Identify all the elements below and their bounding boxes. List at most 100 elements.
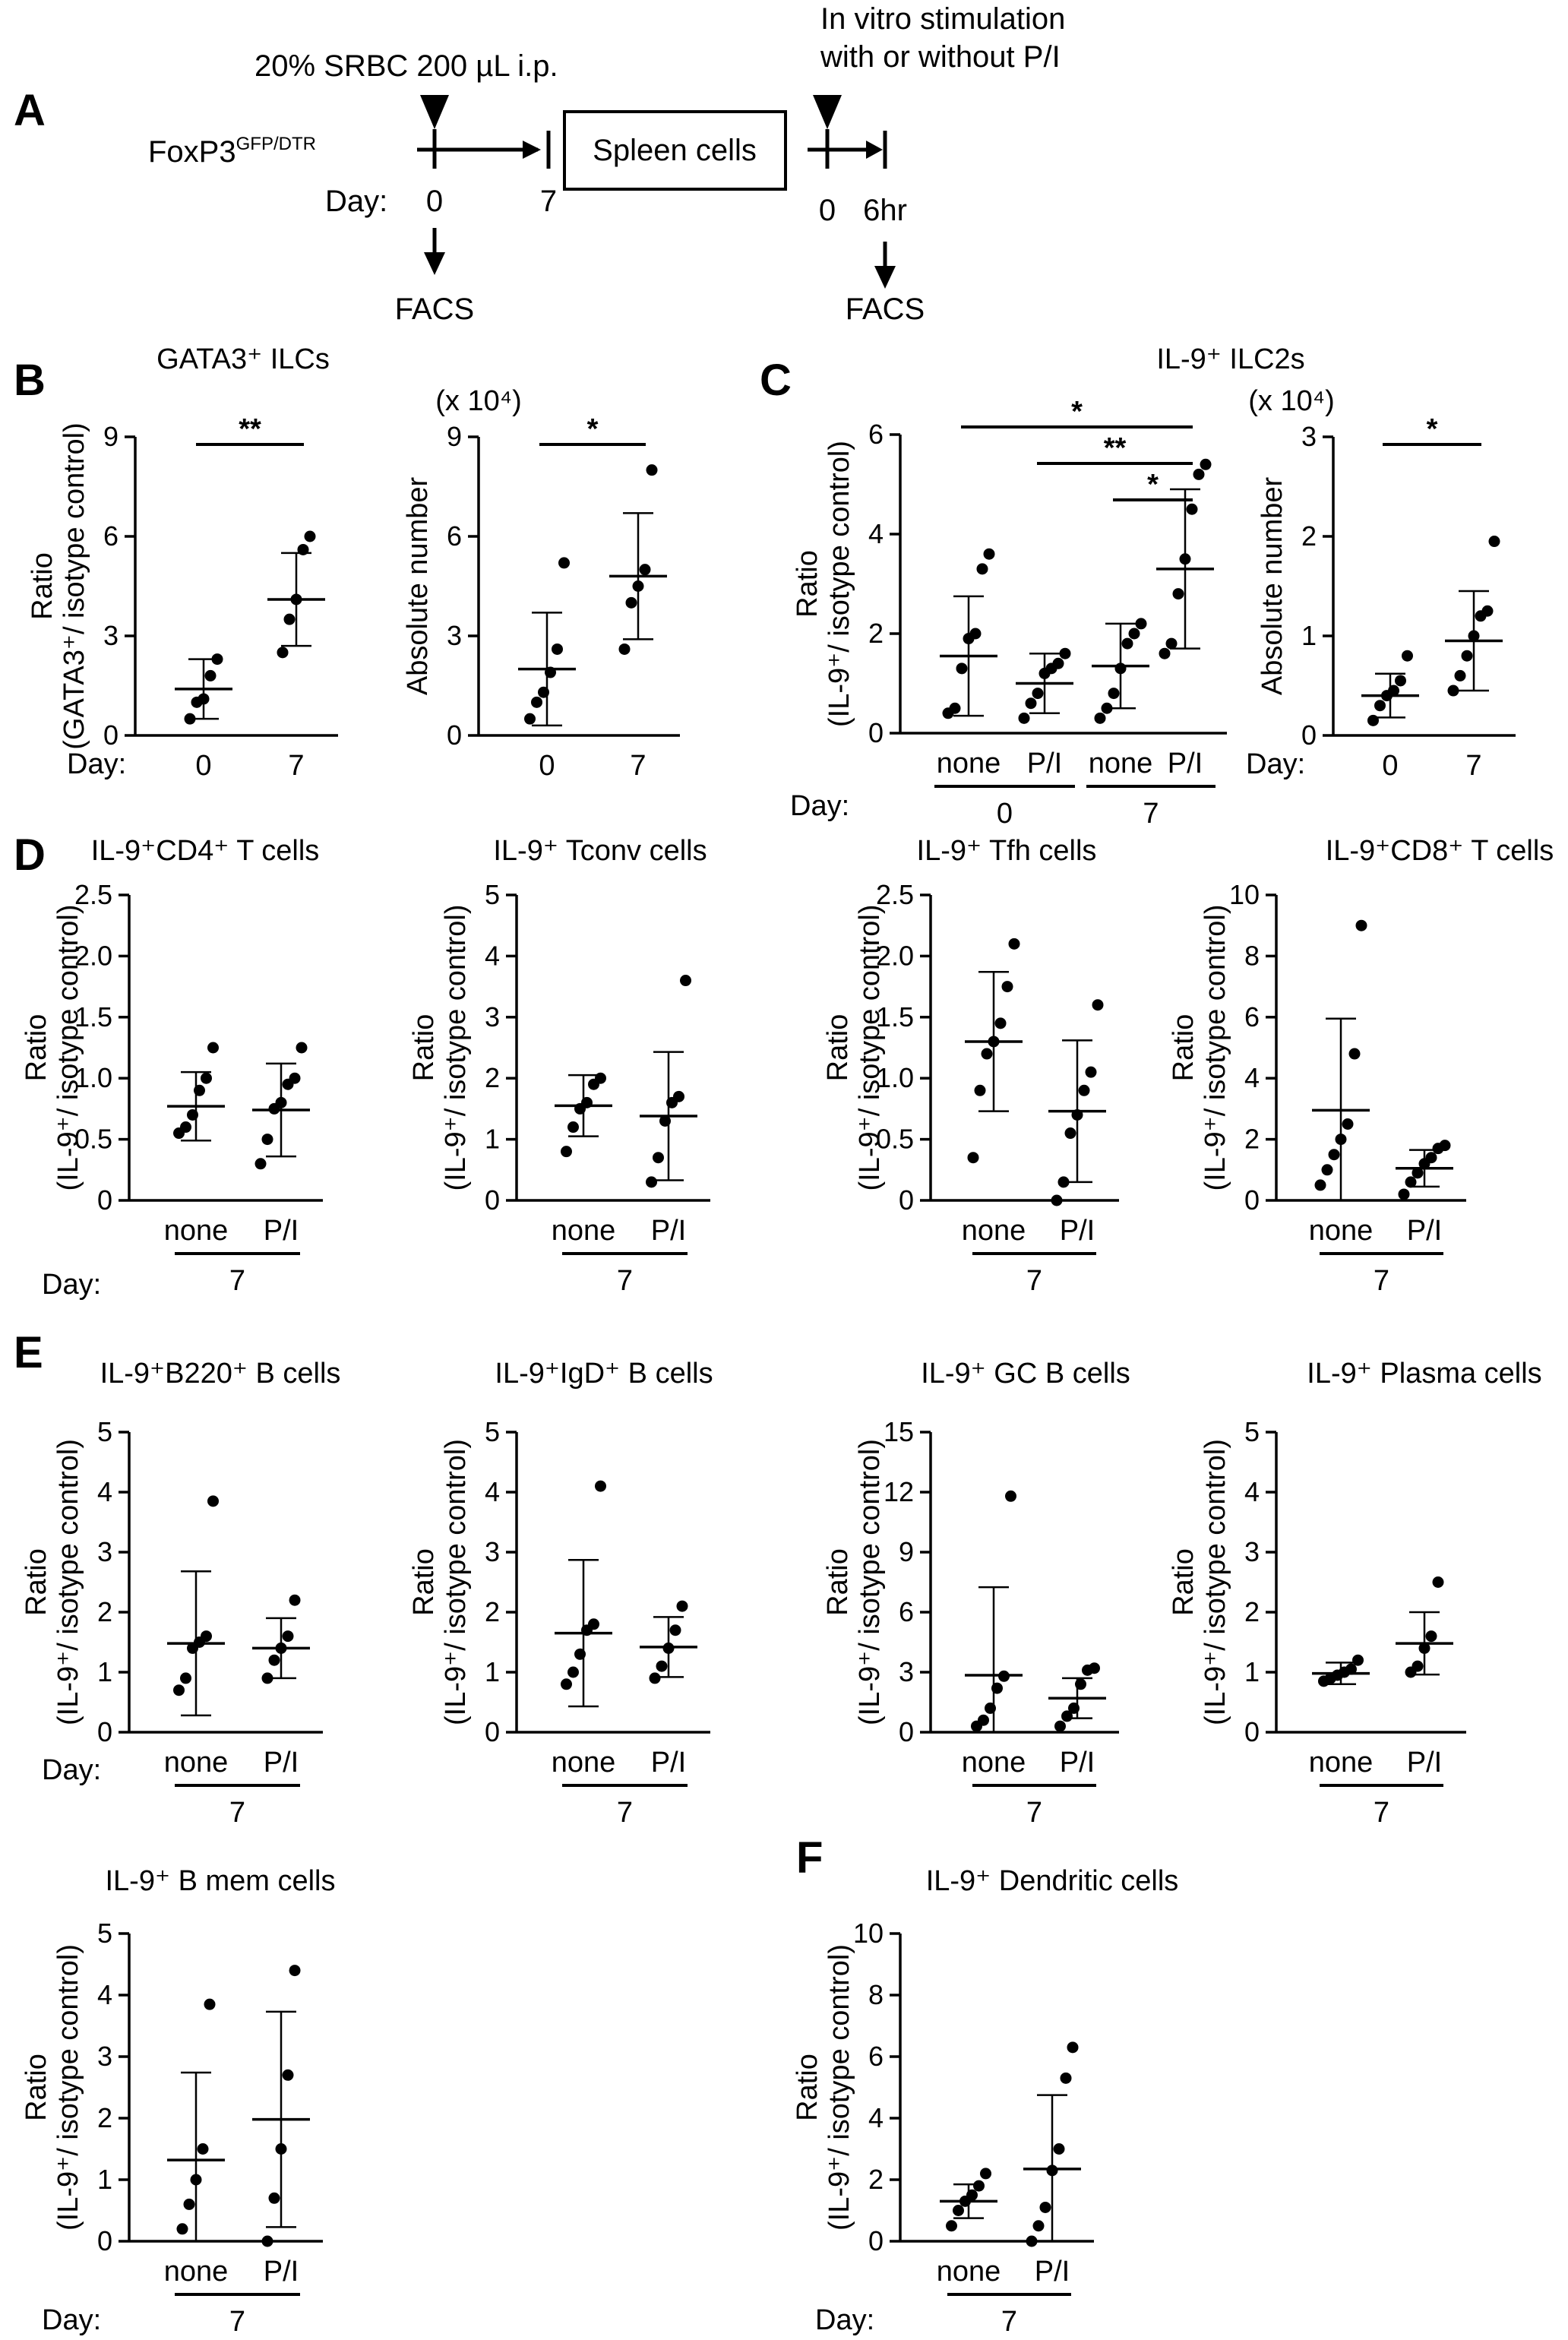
- y-tick-label: 4: [485, 940, 500, 971]
- chart-gc-b: 0 3 6 9 12 15 Ratio (IL-9⁺/ isotype control) IL-…: [822, 1358, 1130, 1829]
- x-tick-label: none: [1309, 1747, 1374, 1779]
- data-point: [1032, 688, 1044, 700]
- data-point: [1159, 647, 1171, 659]
- y-tick-label: 1: [1244, 1656, 1260, 1687]
- schematic-day-end: 7: [540, 185, 557, 218]
- x-tick-label: none: [937, 748, 1001, 779]
- chart-title: IL-9⁺ GC B cells: [921, 1358, 1130, 1390]
- y-tick-label: 8: [1244, 940, 1260, 971]
- y-tick-label: 3: [447, 620, 462, 651]
- y-tick-label: 0: [899, 1184, 914, 1216]
- x-tick-label: 7: [630, 750, 646, 782]
- data-point: [618, 643, 631, 655]
- stim-timeline-arrow-head: [866, 141, 883, 159]
- chart-plasma: 0 1 2 3 4 5 Ratio (IL-9⁺/ isotype control) IL-9⁺…: [1168, 1358, 1542, 1829]
- data-point: [1345, 1663, 1357, 1675]
- schematic-day-label: Day:: [325, 185, 387, 218]
- data-point: [653, 1152, 664, 1164]
- x-tick-label: 0: [195, 750, 211, 782]
- chart-igd-b: 0 1 2 3 4 5 Ratio (IL-9⁺/ isotype control) IL-9⁺…: [408, 1358, 713, 1829]
- y-tick-label: 2.0: [876, 940, 914, 971]
- data-point: [180, 1672, 191, 1684]
- data-point: [289, 1965, 301, 1977]
- data-point: [204, 669, 217, 681]
- data-point: [1367, 714, 1379, 726]
- y-tick-label: 3: [485, 1536, 500, 1567]
- data-point: [296, 1042, 308, 1054]
- data-point: [625, 596, 637, 609]
- data-point: [1032, 2220, 1045, 2232]
- facs-label-1: FACS: [395, 292, 474, 326]
- facs1-arrow-head: [424, 252, 445, 275]
- y-axis-label: Ratio: [21, 2054, 52, 2121]
- data-point: [1052, 657, 1064, 669]
- data-point: [180, 1121, 191, 1134]
- data-point: [176, 2223, 188, 2235]
- data-point: [567, 1121, 579, 1134]
- y-tick-label: 5: [97, 1416, 112, 1447]
- chart-tconv: 0 1 2 3 4 5 Ratio (IL-9⁺/ isotype control) IL-9⁺…: [408, 835, 710, 1297]
- axis-multiplier: (x 10⁴): [1248, 385, 1334, 417]
- y-tick-label: 0.5: [876, 1124, 914, 1155]
- y-tick-label: 2.5: [74, 879, 112, 910]
- x-tick-label: none: [1089, 748, 1153, 779]
- y-tick-label: 0.5: [74, 1124, 112, 1155]
- day-label-c: Day:: [790, 790, 849, 822]
- panel-label-d: D: [14, 830, 46, 880]
- y-tick-label: 9: [447, 421, 462, 452]
- panel-label-e: E: [14, 1328, 43, 1377]
- chart-bmem: 0 1 2 3 4 5 Ratio (IL-9⁺/ isotype control) IL-9⁺…: [21, 1865, 336, 2338]
- data-point: [967, 1152, 979, 1164]
- y-tick-label: 1.5: [876, 1001, 914, 1032]
- chart-title: IL-9⁺ Tfh cells: [917, 835, 1097, 867]
- data-point: [531, 696, 542, 708]
- schematic-day-start: 0: [426, 185, 443, 218]
- y-tick-label: 10: [853, 1918, 884, 1949]
- x-tick-label: 0: [1382, 750, 1398, 782]
- y-tick-label: 12: [884, 1476, 914, 1507]
- data-point: [201, 1072, 212, 1084]
- data-point: [639, 564, 651, 576]
- data-point: [1461, 650, 1473, 662]
- chart-title: IL-9⁺CD8⁺ T cells: [1326, 835, 1554, 867]
- panel-label-f: F: [796, 1833, 823, 1883]
- data-point: [561, 1146, 572, 1158]
- data-point: [1078, 1084, 1090, 1096]
- y-tick-label: 3: [1244, 1536, 1260, 1567]
- panel-label-c: C: [760, 356, 792, 405]
- data-point: [567, 1666, 579, 1678]
- data-point: [1085, 1066, 1097, 1078]
- stimulation-line2: with or without P/I: [820, 40, 1061, 74]
- x-tick-label: P/I: [1407, 1747, 1442, 1779]
- data-point: [282, 2069, 294, 2081]
- data-point: [1026, 2235, 1038, 2247]
- y-tick-label: 3: [97, 1536, 112, 1567]
- data-point: [1481, 605, 1494, 617]
- y-tick-label: 4: [97, 1476, 112, 1507]
- data-point: [1121, 637, 1133, 650]
- x-tick-label: none: [552, 1215, 616, 1247]
- x-tick-label: P/I: [651, 1747, 686, 1779]
- x-tick-label: none: [962, 1747, 1026, 1779]
- spleen-box: [563, 110, 787, 191]
- y-axis-label: Ratio: [408, 1548, 440, 1616]
- y-tick-label: 0: [97, 1184, 112, 1216]
- panel-label-a: A: [14, 86, 46, 135]
- significance-label: *: [1427, 413, 1438, 445]
- y-tick-label: 3: [103, 620, 119, 651]
- data-point: [1054, 1720, 1066, 1732]
- data-point: [646, 1176, 657, 1188]
- data-point: [1018, 712, 1030, 724]
- data-point: [201, 1630, 212, 1643]
- group-label: 7: [229, 1265, 245, 1297]
- data-point: [1001, 981, 1013, 993]
- data-point: [646, 464, 658, 476]
- data-point: [1059, 647, 1071, 659]
- y-tick-label: 1.5: [74, 1001, 112, 1032]
- y-tick-label: 4: [485, 1476, 500, 1507]
- data-point: [981, 1048, 993, 1060]
- x-tick-label: P/I: [264, 1747, 299, 1779]
- significance-label: **: [239, 413, 261, 445]
- day-label-f: Day:: [815, 2304, 874, 2336]
